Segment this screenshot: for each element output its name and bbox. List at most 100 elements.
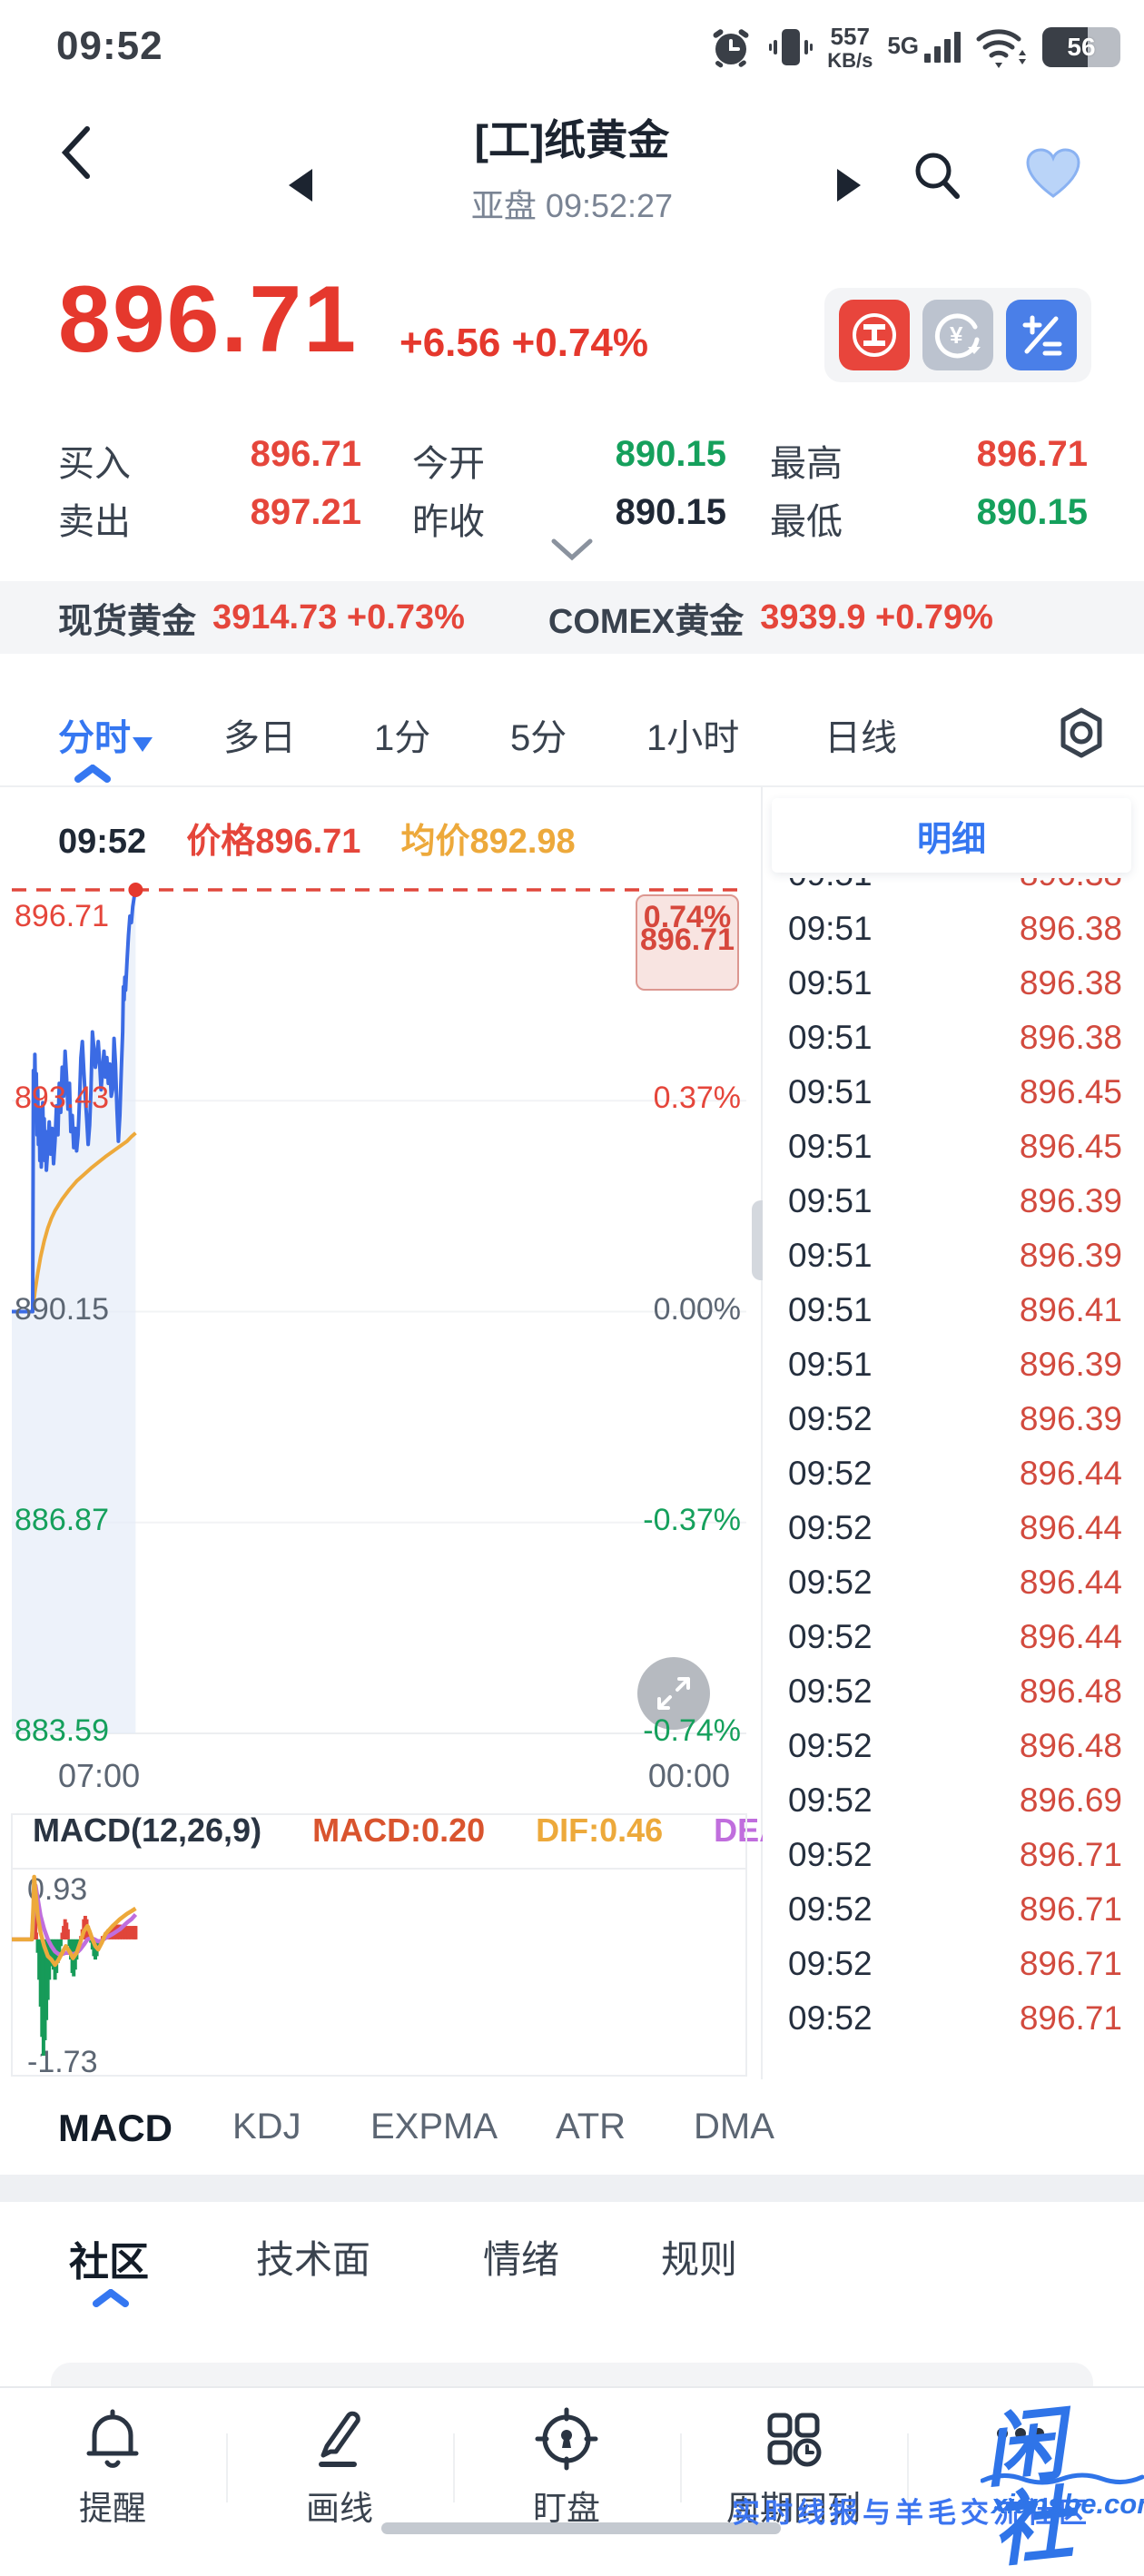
timeline-chart[interactable] <box>0 864 761 1754</box>
detail-row: 09:51 896.41 <box>772 1283 1135 1337</box>
quote-label: 买入 <box>58 444 131 484</box>
community-tab-规则[interactable]: 规则 <box>661 2238 738 2281</box>
detail-time: 09:51 <box>788 1346 873 1383</box>
detail-row: 09:51 896.39 <box>772 1174 1135 1229</box>
favorite-icon[interactable] <box>1024 147 1082 200</box>
detail-time: 09:51 <box>788 1182 873 1219</box>
detail-row: 09:52 896.48 <box>772 1664 1135 1719</box>
home-indicator[interactable] <box>381 2522 781 2534</box>
y-axis-price-label: 886.87 <box>15 1502 109 1537</box>
related-quotes-bar[interactable]: 现货黄金 3914.73 +0.73% COMEX黄金 3939.9 +0.79% <box>0 581 1144 654</box>
y-axis-pct-label: 0.37% <box>653 1081 741 1116</box>
detail-row: 09:52 896.69 <box>772 1773 1135 1828</box>
detail-price: 896.38 <box>1019 1019 1122 1056</box>
status-bar: 09:52 557 KB/s 5G <box>0 0 1144 91</box>
detail-row: 09:52 896.44 <box>772 1555 1135 1610</box>
timeline-chart-panel[interactable]: 09:52 价格896.71 均价892.98 0.74% 896.71 07:00… <box>0 787 857 2081</box>
detail-time: 09:52 <box>788 1890 873 1928</box>
detail-price: 896.39 <box>1019 1237 1122 1274</box>
calculator-button[interactable] <box>1006 300 1077 370</box>
status-time: 09:52 <box>56 24 163 68</box>
icbc-bank-button[interactable] <box>839 300 910 370</box>
back-button[interactable] <box>60 125 91 180</box>
nav-item-提醒[interactable]: 提醒 <box>22 2406 203 2530</box>
period-tab-多日[interactable]: 多日 <box>223 718 296 758</box>
quote-value: 890.15 <box>976 492 1088 532</box>
detail-row: 09:51 896.38 <box>772 1011 1135 1065</box>
section-divider <box>0 2175 1144 2202</box>
detail-time: 09:51 <box>788 878 873 893</box>
nav-item-画线[interactable]: 画线 <box>249 2406 430 2530</box>
prev-instrument-button[interactable] <box>289 169 312 202</box>
community-tab-技术面[interactable]: 技术面 <box>256 2238 371 2281</box>
quote-label: 最低 <box>770 502 843 542</box>
header: [工]纸黄金 亚盘 09:52:27 <box>0 91 1144 250</box>
quote-label: 昨收 <box>412 502 485 542</box>
period-tab-1小时[interactable]: 1小时 <box>646 718 740 758</box>
indicator-tab-DMA[interactable]: DMA <box>694 2107 774 2147</box>
dif-value: DIF:0.46 <box>536 1811 664 1849</box>
detail-list[interactable]: 09:51 896.38 09:51 896.38 09:51 896.38 09:51 89… <box>772 878 1135 2078</box>
detail-row: 09:52 896.71 <box>772 1991 1135 2046</box>
community-tab-情绪[interactable]: 情绪 <box>483 2238 560 2281</box>
detail-time: 09:52 <box>788 1781 873 1819</box>
quote-cell-今开: 今开 890.15 <box>0 434 1144 485</box>
more-icon <box>988 2406 1053 2472</box>
indicator-tab-EXPMA[interactable]: EXPMA <box>370 2107 498 2147</box>
quote-label: 今开 <box>412 444 485 484</box>
detail-time: 09:52 <box>788 1836 873 1873</box>
quote-value: 890.15 <box>615 492 726 532</box>
y-axis-pct-label: -0.74% <box>643 1713 741 1748</box>
detail-price: 896.39 <box>1019 1182 1122 1219</box>
chart-settings-icon[interactable] <box>1051 703 1111 763</box>
quote-cell-卖出: 卖出 897.21 <box>0 492 1144 543</box>
quote-grid: 买入 896.71 今开 890.15 最高 896.71 卖出 897.21 昨收 890.15… <box>0 418 1144 577</box>
quote-cell-最低: 最低 890.15 <box>0 492 1144 543</box>
y-axis-price-label: 883.59 <box>15 1713 109 1748</box>
active-tab-caret-icon <box>93 2289 129 2307</box>
search-icon[interactable] <box>910 147 964 202</box>
detail-price: 896.44 <box>1019 1564 1122 1601</box>
detail-price: 896.44 <box>1019 1618 1122 1655</box>
related-quote-0[interactable]: 现货黄金 3914.73 +0.73% <box>58 593 465 643</box>
period-tab-5分[interactable]: 5分 <box>510 718 567 758</box>
detail-row: 09:51 896.45 <box>772 1065 1135 1120</box>
signal-5g-icon: 5G <box>887 32 961 63</box>
community-tab-社区[interactable]: 社区 <box>69 2229 149 2307</box>
price-section: 896.71 +6.56 +0.74% ¥ <box>0 250 1144 418</box>
community-tab-bar: 社区 技术面 情绪 规则 <box>0 2202 1144 2329</box>
watch-icon <box>534 2406 599 2472</box>
period-tab-分时[interactable]: 分时 <box>58 708 153 783</box>
detail-row: 09:51 896.39 <box>772 1229 1135 1283</box>
related-quote-label: 现货黄金 <box>58 602 197 641</box>
fullscreen-expand-icon[interactable] <box>637 1657 710 1730</box>
dropdown-triangle-icon <box>133 737 153 752</box>
detail-price: 896.39 <box>1019 1400 1122 1437</box>
macd-chart[interactable] <box>0 1809 761 2081</box>
nav-item-盯盘[interactable]: 盯盘 <box>476 2406 657 2530</box>
detail-header: 明细 <box>772 798 1131 873</box>
nav-item-more[interactable] <box>930 2406 1111 2481</box>
detail-row: 09:51 896.38 <box>772 956 1135 1011</box>
battery-icon: 56 <box>1042 27 1120 67</box>
y-axis-price-label: 896.71 <box>15 899 109 933</box>
expand-quotes-chevron-icon[interactable] <box>550 538 594 561</box>
bottom-sheet-hint[interactable] <box>51 2363 1093 2390</box>
nav-item-周期同列[interactable]: 周期同列 <box>703 2406 884 2530</box>
current-price-tag: 0.74% 896.71 <box>636 894 739 991</box>
next-instrument-button[interactable] <box>837 169 861 202</box>
watermark-wave <box>981 2472 1144 2485</box>
y-axis-price-label: 890.15 <box>15 1291 109 1327</box>
bell-icon <box>82 2406 143 2472</box>
indicator-tab-MACD[interactable]: MACD <box>58 2107 173 2149</box>
page-title: [工]纸黄金 <box>474 116 670 163</box>
period-tab-1分[interactable]: 1分 <box>374 718 431 758</box>
indicator-tab-KDJ[interactable]: KDJ <box>232 2107 301 2147</box>
related-quote-1[interactable]: COMEX黄金 3939.9 +0.79% <box>548 593 993 643</box>
quote-cell-最高: 最高 896.71 <box>0 434 1144 485</box>
macd-value: MACD:0.20 <box>312 1811 486 1849</box>
period-tab-日线[interactable]: 日线 <box>824 718 897 758</box>
currency-convert-button[interactable]: ¥ <box>922 300 993 370</box>
indicator-tab-ATR[interactable]: ATR <box>556 2107 626 2147</box>
quick-tools: ¥ <box>824 288 1091 382</box>
